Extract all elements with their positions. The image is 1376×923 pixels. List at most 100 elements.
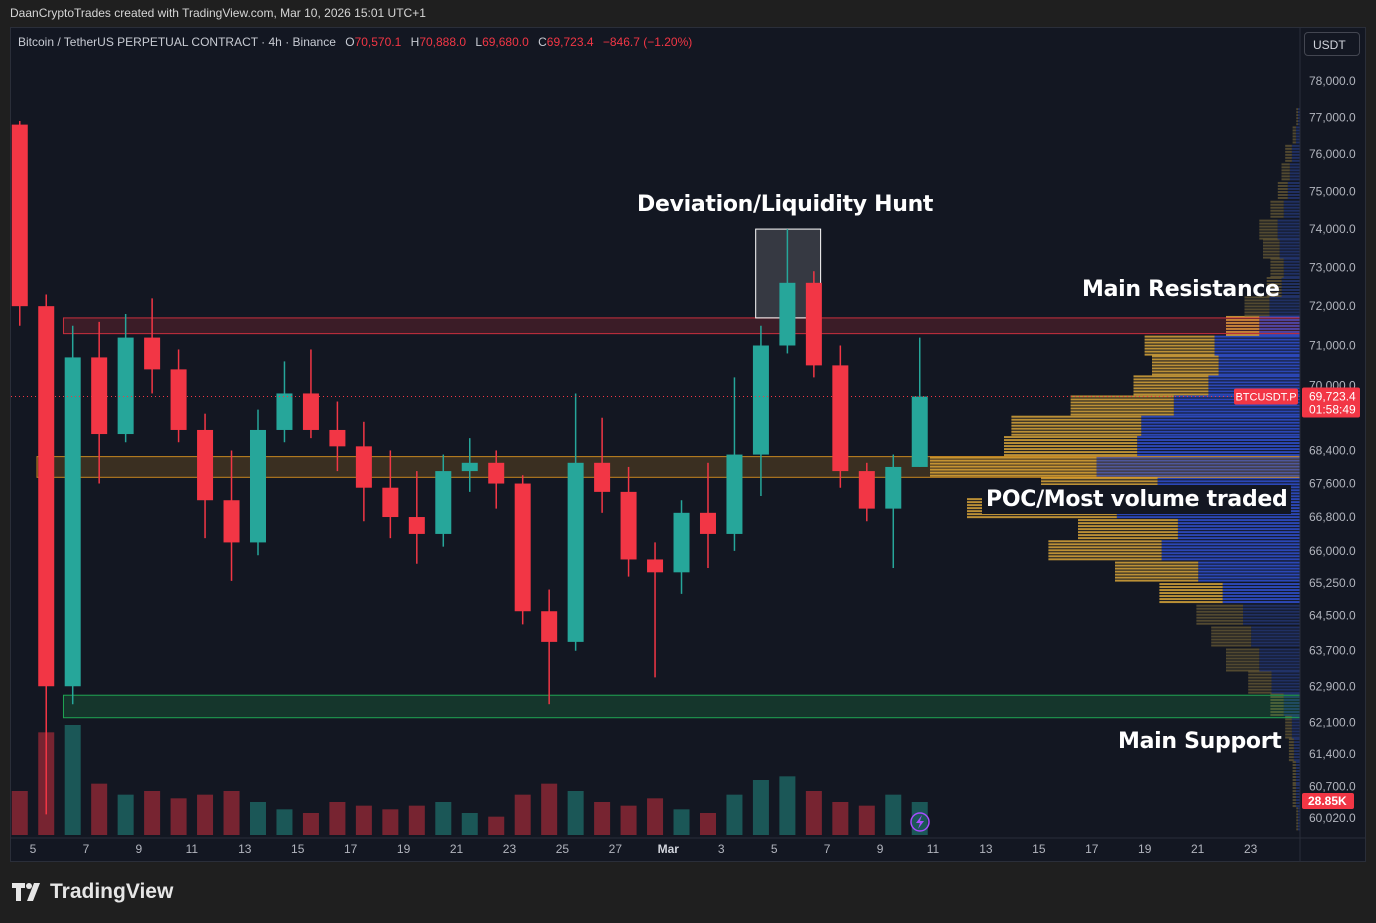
profile-bar-up [1288,744,1294,747]
tradingview-logo: TradingView [12,880,173,904]
open-label: O [345,35,355,49]
profile-bar-up [1144,335,1215,338]
profile-bar-down [1297,111,1300,114]
profile-bar-up [1004,442,1138,445]
profile-bar-up [1296,825,1298,828]
profile-bar-up [1226,669,1260,672]
low-label: L [475,35,483,49]
profile-bar-down [1177,522,1300,525]
lightning-icon[interactable] [910,812,930,832]
profile-bar-down [1281,280,1300,283]
profile-bar-down [1283,695,1300,698]
profile-bar-up [1285,147,1292,150]
profile-bar-down [1161,543,1300,546]
profile-bar-down [1173,407,1300,410]
profile-bar-up [1159,595,1223,598]
profile-bar-down [1291,156,1300,159]
profile-bar-down [1096,456,1300,459]
profile-bar-down [1214,341,1300,344]
y-tick-label: 73,000.0 [1309,260,1356,274]
profile-bar-up [1226,315,1260,318]
candle-body [355,446,372,488]
tradingview-logo-icon [12,883,40,901]
profile-bar-down [1208,375,1300,378]
x-tick-label: 25 [556,842,570,856]
profile-bar-down [1281,277,1300,280]
profile-bar-down [1295,787,1300,790]
profile-bar-up [1296,117,1298,120]
profile-bar-up [1004,454,1138,457]
profile-bar-up [1285,159,1292,162]
profile-bar-down [1214,350,1300,353]
profile-bar-down [1161,555,1300,558]
profile-bar-down [1218,361,1300,364]
profile-bar-down [1295,793,1300,796]
profile-bar-down [1291,715,1300,718]
chart-panel[interactable] [10,27,1366,862]
profile-bar-up [1196,619,1244,622]
profile-bar-up [1115,573,1199,576]
profile-bar-down [1251,644,1300,647]
volume-bar [858,805,875,835]
volume-bar [779,776,796,835]
profile-bar-down [1283,215,1300,218]
candle-body [594,462,611,492]
candle-body [858,471,875,509]
profile-bar-down [1243,619,1300,622]
profile-bar-down [1137,448,1300,451]
profile-bar-up [1292,770,1296,773]
y-tick-label: 67,600.0 [1309,477,1356,491]
profile-bar-up [1211,635,1252,638]
profile-bar-down [1137,451,1300,454]
x-tick-label: 17 [1085,842,1099,856]
profile-bar-up [930,459,1097,462]
profile-bar-down [1295,141,1300,144]
profile-bar-up [1070,407,1174,410]
profile-bar-up [1196,607,1244,610]
candle-body [144,337,161,370]
profile-bar-up [1159,586,1223,589]
profile-bar-up [930,456,1097,459]
x-tick-label: 13 [238,842,252,856]
candle-body [620,491,637,560]
profile-bar-down [1259,324,1300,327]
profile-bar-up [1078,522,1178,525]
profile-bar-down [1271,673,1300,676]
profile-bar-down [1269,302,1300,305]
profile-bar-up [1270,263,1284,266]
profile-bar-down [1289,169,1300,172]
profile-bar-down [1214,353,1300,356]
profile-bar-up [1048,552,1162,555]
profile-bar-up [1292,764,1296,767]
profile-bar-down [1293,756,1300,759]
profile-bar-down [1141,433,1300,436]
candle-body [541,611,558,642]
symbol-name[interactable]: Bitcoin / TetherUS PERPETUAL CONTRACT · … [18,35,336,49]
profile-bar-up [1292,802,1296,805]
profile-bar-down [1283,710,1300,713]
profile-bar-down [1271,682,1300,685]
candle-body [11,124,28,307]
profile-bar-down [1279,250,1300,253]
profile-bar-up [1270,200,1284,203]
profile-bar-up [1292,779,1296,782]
profile-bar-down [1137,436,1300,439]
profile-bar-up [1288,753,1294,756]
profile-bar-down [1295,776,1300,779]
profile-bar-down [1283,209,1300,212]
currency-button[interactable]: USDT [1304,32,1360,56]
high-label: H [410,35,420,49]
profile-bar-up [930,471,1097,474]
profile-bar-up [1078,525,1178,528]
volume-badge [1302,793,1354,809]
profile-bar-up [1296,822,1298,825]
profile-bar-down [1283,203,1300,206]
profile-bar-down [1198,570,1300,573]
volume-bar [885,794,902,835]
profile-bar-down [1222,592,1300,595]
profile-bar-down [1297,810,1300,813]
annotation-resistance: Main Resistance [1082,277,1280,302]
volume-bar [197,794,214,835]
profile-bar-up [1152,355,1219,358]
